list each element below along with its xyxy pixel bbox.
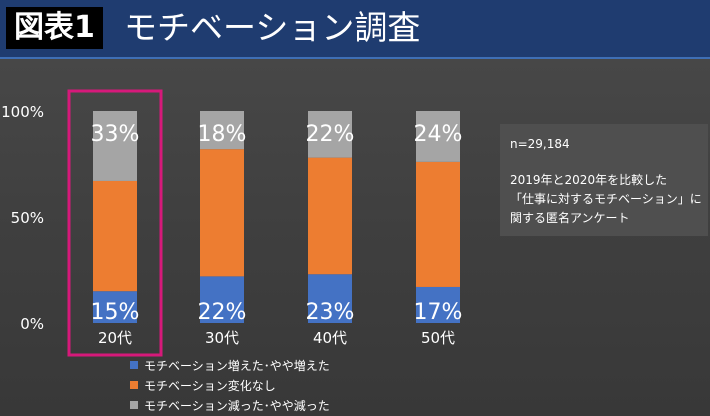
data-label: 15% — [91, 300, 140, 325]
y-tick-label: 50% — [11, 209, 44, 227]
bar-segment — [308, 111, 352, 158]
data-label: 24% — [414, 122, 463, 147]
bar-segment — [308, 274, 352, 323]
legend-swatch-unchanged — [130, 381, 138, 389]
bar-segment — [93, 291, 137, 323]
data-label: 33% — [91, 122, 140, 147]
x-tick-label: 20代 — [98, 329, 132, 347]
data-label: 22% — [198, 300, 247, 325]
survey-description: 2019年と2020年を比較した 「仕事に対するモチベーション」に 関する匿名ア… — [510, 173, 702, 225]
legend-swatch-decreased — [130, 401, 138, 409]
bar-segment — [416, 286, 460, 323]
bar-segment — [416, 111, 460, 162]
legend-label-decreased: モチベーション減った･やや減った — [144, 398, 330, 413]
page-title: モチベーション調査 — [124, 8, 421, 47]
legend-swatch-increased — [130, 361, 138, 369]
bar-segment — [200, 276, 244, 323]
figure-badge: 図表1 — [6, 7, 103, 49]
header-bar: 図表1 モチベーション調査 — [0, 0, 710, 59]
highlight-box — [67, 89, 163, 357]
y-tick-label: 0% — [20, 315, 44, 333]
data-label: 22% — [306, 122, 355, 147]
legend: モチベーション増えた･やや増えた モチベーション変化なし モチベーション減った･… — [130, 355, 330, 415]
x-tick-label: 40代 — [313, 329, 347, 347]
x-tick-label: 50代 — [421, 329, 455, 347]
data-label: 23% — [306, 300, 355, 325]
data-label: 18% — [198, 122, 247, 147]
bar-segment — [93, 180, 137, 292]
bar-segment — [93, 111, 137, 181]
bar-segment — [416, 161, 460, 287]
x-tick-label: 30代 — [205, 329, 239, 347]
legend-item-increased: モチベーション増えた･やや増えた — [130, 355, 330, 375]
legend-item-unchanged: モチベーション変化なし — [130, 375, 330, 395]
data-label: 17% — [414, 300, 463, 325]
legend-label-increased: モチベーション増えた･やや増えた — [144, 358, 330, 373]
bar-segment — [200, 149, 244, 277]
bar-segment — [200, 111, 244, 150]
info-box: n=29,184 2019年と2020年を比較した 「仕事に対するモチベーション… — [500, 124, 708, 236]
legend-item-decreased: モチベーション減った･やや減った — [130, 395, 330, 415]
legend-label-unchanged: モチベーション変化なし — [144, 378, 276, 393]
y-tick-label: 100% — [1, 103, 44, 121]
bar-segment — [308, 157, 352, 275]
sample-size: n=29,184 — [510, 137, 570, 151]
